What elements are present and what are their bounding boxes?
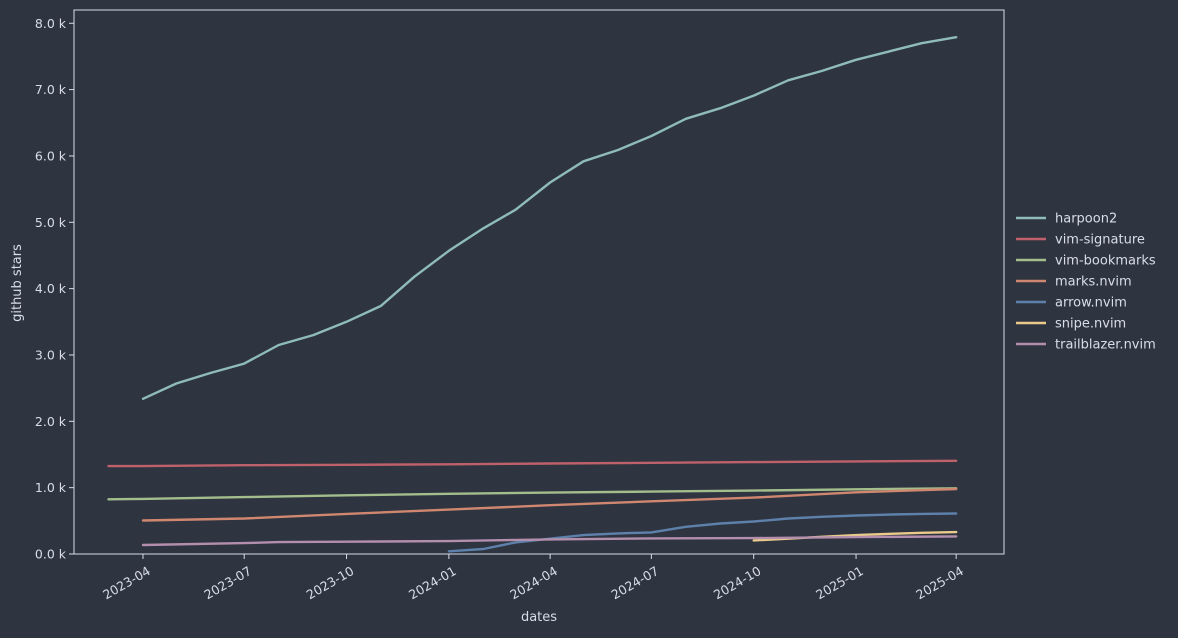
y-tick-label: 1.0 k (35, 480, 67, 495)
series-line-1 (107, 459, 958, 468)
series-line-0 (141, 36, 958, 400)
x-tick-label: 2025-01 (813, 563, 866, 602)
y-axis: 0.0 k 1.0 k 2.0 k 3.0 k 4.0 k 5.0 k 6.0 k 7.0 k… (35, 16, 74, 562)
y-tick-label: 7.0 k (35, 82, 67, 97)
legend-label: marks.nvim (1055, 275, 1132, 290)
series-line-2 (107, 487, 958, 501)
y-tick-label: 3.0 k (35, 347, 67, 362)
y-tick-label: 8.0 k (35, 16, 67, 31)
legend-label: harpoon2 (1055, 212, 1117, 227)
plot-area-frame (73, 9, 1005, 555)
legend: harpoon2 vim-signature vim-bookmarks marks.… (1016, 212, 1156, 353)
x-tick-label: 2023-10 (304, 563, 357, 602)
legend-label: trailblazer.nvim (1055, 338, 1156, 353)
x-tick-label: 2024-10 (711, 563, 764, 602)
x-tick-label: 2025-04 (913, 563, 966, 602)
series-line-6 (141, 535, 958, 547)
x-axis-title: dates (521, 610, 557, 625)
y-tick-label: 5.0 k (35, 215, 67, 230)
y-tick-label: 6.0 k (35, 148, 67, 163)
x-tick-label: 2024-07 (608, 563, 661, 602)
y-axis-title: github stars (10, 244, 25, 322)
y-tick-label: 0.0 k (35, 547, 67, 562)
x-tick-label: 2024-01 (406, 563, 459, 602)
x-tick-label: 2024-04 (507, 563, 560, 602)
x-axis: 2023-04 2023-07 2023-10 2024-01 2024-04 2024-… (100, 554, 966, 602)
x-tick-label: 2023-04 (100, 563, 153, 602)
y-tick-label: 2.0 k (35, 414, 67, 429)
series-layer (107, 36, 958, 553)
legend-label: snipe.nvim (1055, 317, 1126, 332)
series-line-3 (141, 487, 958, 522)
series-line-4 (447, 512, 958, 553)
legend-label: vim-signature (1055, 233, 1145, 248)
y-tick-label: 4.0 k (35, 281, 67, 296)
x-tick-label: 2023-07 (201, 563, 254, 602)
legend-label: vim-bookmarks (1055, 254, 1156, 269)
legend-label: arrow.nvim (1055, 296, 1127, 311)
